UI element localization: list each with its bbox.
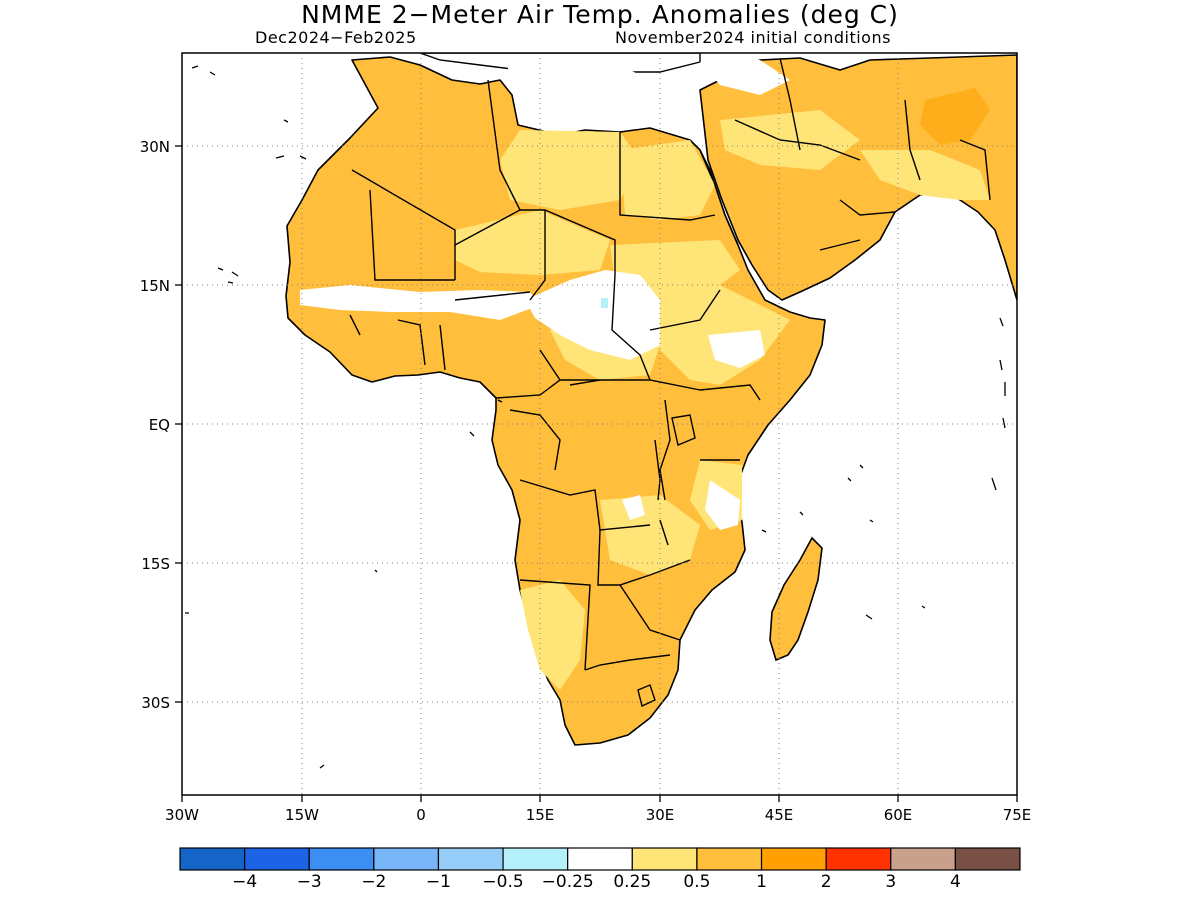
colorbar-swatch — [760, 847, 827, 871]
islands — [185, 65, 1006, 769]
valid-period: Dec2024−Feb2025 — [255, 28, 417, 47]
colorbar-label: 1 — [756, 872, 767, 892]
lat-label: 30N — [140, 138, 170, 156]
graticule — [182, 53, 1017, 795]
colorbar-swatch — [179, 847, 246, 871]
lon-label: 60E — [884, 806, 913, 824]
colorbar-label: 4 — [949, 872, 961, 892]
lat-label: 15S — [141, 555, 170, 573]
lon-label: 75E — [1003, 806, 1032, 824]
colorbar-swatch — [437, 847, 504, 871]
colorbar-swatch — [954, 847, 1021, 871]
colorbar-label: 0.25 — [613, 872, 652, 892]
colorbar-label: −1 — [425, 872, 451, 892]
map-content — [185, 53, 1017, 769]
colorbar-label: −4 — [232, 872, 258, 892]
lon-label: 30E — [646, 806, 675, 824]
colorbar-swatch — [244, 847, 310, 871]
colorbar-label: −0.5 — [482, 872, 524, 892]
colorbar — [179, 847, 1021, 871]
anomaly-negative-spot — [601, 298, 608, 308]
lon-label: 15E — [526, 806, 555, 824]
longitude-labels: 30W 15W 0 15E 30E 45E 60E 75E — [165, 806, 1031, 824]
lon-label: 0 — [416, 806, 426, 824]
colorbar-swatch — [373, 847, 440, 871]
colorbar-label: −3 — [296, 872, 322, 892]
colorbar-label: −0.25 — [541, 872, 594, 892]
lakes — [637, 149, 739, 707]
lon-label: 15W — [285, 806, 319, 824]
colorbar-label: 3 — [885, 872, 897, 892]
country-borders — [349, 57, 991, 671]
colorbar-swatch — [631, 847, 698, 871]
colorbar-label: −2 — [361, 872, 387, 892]
lat-label: 15N — [140, 277, 170, 295]
madagascar — [769, 536, 823, 662]
colorbar-swatch — [502, 847, 569, 871]
colorbar-label: 0.5 — [683, 872, 711, 892]
colorbar-swatch — [308, 847, 375, 871]
anomaly-1-2 — [920, 88, 990, 145]
anomaly-near-normal — [300, 55, 790, 530]
colorbar-swatch — [696, 847, 763, 871]
lon-label: 30W — [165, 806, 199, 824]
lat-label: EQ — [149, 416, 170, 434]
colorbar-label: 2 — [820, 872, 832, 892]
map-title: NMME 2−Meter Air Temp. Anomalies (deg C) — [301, 0, 899, 29]
initial-conditions: November2024 initial conditions — [615, 28, 891, 47]
latitude-labels: 30N 15N EQ 15S 30S — [140, 138, 170, 712]
tick-marks — [175, 145, 1018, 802]
colorbar-swatch — [825, 847, 892, 871]
colorbar-swatch — [890, 847, 956, 871]
lat-label: 30S — [141, 694, 170, 712]
lon-label: 45E — [765, 806, 794, 824]
colorbar-swatch — [567, 847, 633, 871]
